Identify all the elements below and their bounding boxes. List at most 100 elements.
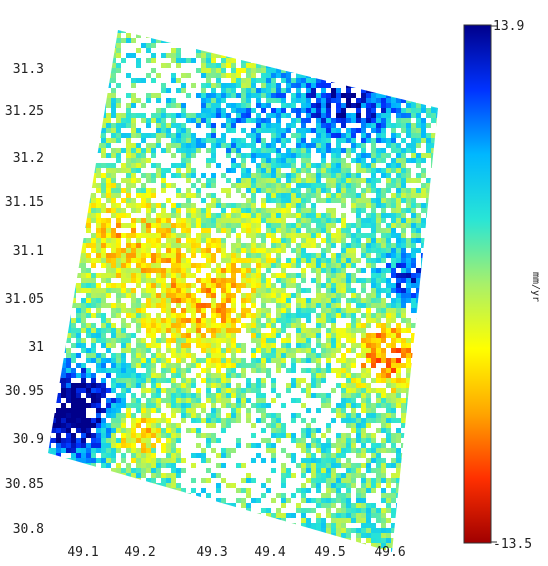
velocity-pixel — [196, 393, 201, 398]
velocity-pixel — [261, 363, 266, 368]
velocity-pixel — [371, 298, 376, 303]
velocity-pixel — [91, 388, 96, 393]
velocity-pixel — [186, 73, 191, 78]
velocity-pixel — [321, 63, 326, 68]
velocity-pixel — [401, 178, 406, 183]
velocity-pixel — [96, 188, 101, 193]
velocity-pixel — [301, 63, 306, 68]
velocity-pixel — [236, 408, 241, 413]
velocity-pixel — [171, 243, 176, 248]
velocity-pixel — [96, 393, 101, 398]
velocity-pixel — [66, 183, 71, 188]
velocity-pixel — [196, 213, 201, 218]
velocity-pixel — [61, 303, 66, 308]
velocity-pixel — [366, 213, 371, 218]
velocity-pixel — [126, 138, 131, 143]
velocity-pixel — [131, 168, 136, 173]
velocity-pixel — [351, 338, 356, 343]
velocity-pixel — [126, 203, 131, 208]
velocity-pixel — [421, 283, 426, 288]
velocity-pixel — [246, 313, 251, 318]
velocity-pixel — [336, 58, 341, 63]
velocity-pixel — [66, 73, 71, 78]
velocity-pixel — [76, 238, 81, 243]
velocity-pixel — [86, 228, 91, 233]
velocity-pixel — [321, 103, 326, 108]
velocity-pixel — [366, 183, 371, 188]
velocity-pixel — [266, 53, 271, 58]
velocity-pixel — [306, 73, 311, 78]
velocity-pixel — [156, 173, 161, 178]
velocity-pixel — [321, 293, 326, 298]
velocity-pixel — [136, 78, 141, 83]
velocity-pixel — [106, 103, 111, 108]
velocity-pixel — [216, 413, 221, 418]
velocity-pixel — [436, 163, 438, 168]
velocity-pixel — [231, 43, 236, 48]
velocity-pixel — [226, 228, 231, 233]
velocity-pixel — [306, 238, 311, 243]
velocity-pixel — [321, 128, 326, 133]
velocity-pixel — [366, 188, 371, 193]
velocity-pixel — [441, 48, 446, 53]
velocity-pixel — [121, 423, 126, 428]
velocity-pixel — [301, 223, 306, 228]
velocity-pixel — [286, 43, 291, 48]
velocity-pixel — [391, 328, 396, 333]
velocity-pixel — [221, 223, 226, 228]
velocity-pixel — [346, 393, 351, 398]
velocity-pixel — [86, 238, 91, 243]
velocity-pixel — [206, 393, 211, 398]
velocity-pixel — [386, 253, 391, 258]
velocity-pixel — [131, 293, 136, 298]
velocity-pixel — [351, 293, 356, 298]
velocity-pixel — [416, 163, 421, 168]
velocity-pixel — [186, 383, 191, 388]
velocity-pixel — [296, 113, 301, 118]
velocity-pixel — [376, 278, 381, 283]
velocity-pixel — [241, 143, 246, 148]
velocity-pixel — [226, 203, 231, 208]
velocity-pixel — [71, 438, 76, 443]
velocity-pixel — [281, 288, 286, 293]
velocity-pixel — [151, 58, 156, 63]
velocity-pixel — [126, 238, 131, 243]
velocity-pixel — [261, 198, 266, 203]
velocity-pixel — [401, 313, 406, 318]
velocity-pixel — [286, 73, 291, 78]
velocity-pixel — [136, 328, 141, 333]
velocity-pixel — [356, 383, 361, 388]
velocity-pixel — [156, 163, 161, 168]
velocity-pixel — [166, 288, 171, 293]
velocity-pixel — [56, 93, 61, 98]
velocity-pixel — [231, 418, 236, 423]
velocity-pixel — [336, 193, 341, 198]
velocity-pixel — [161, 413, 166, 418]
velocity-pixel — [61, 173, 66, 178]
velocity-pixel — [281, 318, 286, 323]
velocity-pixel — [426, 308, 431, 313]
velocity-pixel — [251, 368, 256, 373]
velocity-pixel — [51, 253, 56, 258]
velocity-pixel — [126, 153, 131, 158]
velocity-pixel — [226, 33, 231, 38]
velocity-pixel — [321, 268, 326, 273]
velocity-pixel — [266, 218, 271, 223]
velocity-pixel — [226, 398, 231, 403]
velocity-pixel — [106, 208, 111, 213]
velocity-pixel — [271, 413, 276, 418]
velocity-pixel — [56, 113, 61, 118]
velocity-pixel — [381, 368, 386, 373]
velocity-pixel — [116, 38, 121, 43]
velocity-pixel — [326, 398, 331, 403]
velocity-pixel — [431, 268, 436, 273]
velocity-pixel — [71, 113, 76, 118]
velocity-pixel — [116, 428, 121, 433]
velocity-pixel — [431, 183, 436, 188]
velocity-pixel — [311, 233, 316, 238]
velocity-pixel — [436, 63, 438, 68]
velocity-pixel — [161, 308, 166, 313]
velocity-pixel — [386, 318, 391, 323]
velocity-pixel — [216, 273, 221, 278]
velocity-pixel — [226, 53, 231, 58]
